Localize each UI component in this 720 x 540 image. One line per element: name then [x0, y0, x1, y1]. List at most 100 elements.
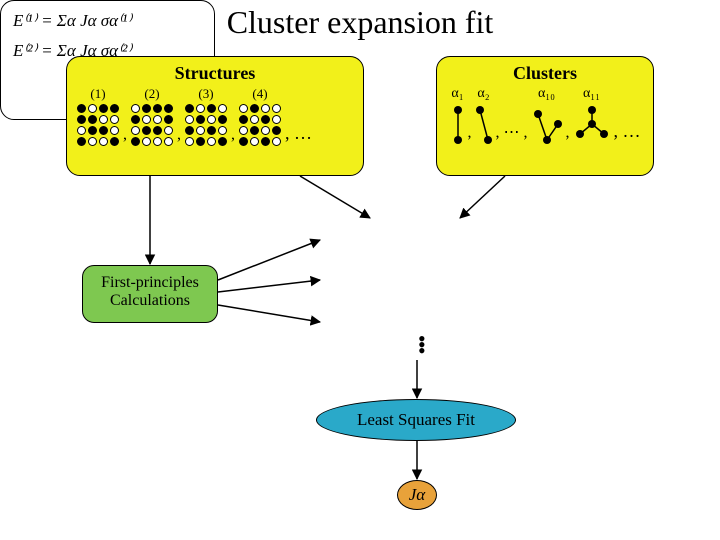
atom-dot: [239, 137, 248, 146]
atom-dot: [207, 126, 216, 135]
cluster-icon-pair2: [474, 104, 494, 146]
sep: , ⋯ ,: [496, 122, 528, 142]
atom-dot: [185, 126, 194, 135]
atom-dot: [185, 104, 194, 113]
structure-3-lattice: [185, 104, 227, 146]
structure-1: (1): [77, 86, 119, 146]
atom-dot: [272, 137, 281, 146]
atom-dot: [239, 104, 248, 113]
atom-dot: [153, 115, 162, 124]
atom-dot: [250, 126, 259, 135]
atom-dot: [142, 126, 151, 135]
structures-ellipsis: , …: [285, 123, 312, 144]
structure-2: (2): [131, 86, 173, 146]
atom-dot: [272, 115, 281, 124]
cluster-alpha2-label: α₂: [477, 86, 489, 104]
atom-dot: [142, 104, 151, 113]
atom-dot: [218, 104, 227, 113]
sep: ,: [123, 126, 127, 144]
atom-dot: [77, 115, 86, 124]
vertical-dots-icon: •••: [418, 336, 426, 354]
atom-dot: [110, 137, 119, 146]
atom-dot: [131, 104, 140, 113]
structures-box: Structures (1) , (2) , (3) , (4) , …: [66, 56, 364, 176]
atom-dot: [88, 115, 97, 124]
atom-dot: [88, 126, 97, 135]
cluster-alpha1: α₁: [450, 86, 466, 146]
sep: ,: [468, 124, 472, 142]
structure-4-label: (4): [252, 86, 267, 102]
clusters-box: Clusters α₁ , α₂ , ⋯ , α₁₀: [436, 56, 654, 176]
cluster-icon-quad: [572, 104, 612, 146]
atom-dot: [131, 137, 140, 146]
atom-dot: [88, 137, 97, 146]
atom-dot: [261, 126, 270, 135]
atom-dot: [99, 104, 108, 113]
atom-dot: [272, 104, 281, 113]
atom-dot: [239, 115, 248, 124]
atom-dot: [77, 104, 86, 113]
atom-dot: [250, 137, 259, 146]
atom-dot: [164, 104, 173, 113]
structure-4: (4): [239, 86, 281, 146]
atom-dot: [218, 137, 227, 146]
atom-dot: [153, 137, 162, 146]
structures-header: Structures: [77, 63, 353, 84]
sep: ,: [177, 126, 181, 144]
atom-dot: [77, 126, 86, 135]
page-title: Cluster expansion fit: [0, 4, 720, 41]
sep: ,: [566, 124, 570, 142]
atom-dot: [185, 137, 194, 146]
atom-dot: [196, 104, 205, 113]
atom-dot: [110, 104, 119, 113]
first-principles-box: First-principles Calculations: [82, 265, 218, 323]
structure-2-label: (2): [144, 86, 159, 102]
atom-dot: [261, 104, 270, 113]
atom-dot: [142, 115, 151, 124]
atom-dot: [153, 126, 162, 135]
structure-2-lattice: [131, 104, 173, 146]
atom-dot: [218, 115, 227, 124]
atom-dot: [88, 104, 97, 113]
cluster-icon-pair: [450, 104, 466, 146]
cluster-alpha10-label: α₁₀: [538, 86, 555, 104]
atom-dot: [239, 126, 248, 135]
structure-4-lattice: [239, 104, 281, 146]
atom-dot: [77, 137, 86, 146]
structure-1-label: (1): [90, 86, 105, 102]
atom-dot: [261, 115, 270, 124]
atom-dot: [153, 104, 162, 113]
atom-dot: [164, 126, 173, 135]
atom-dot: [196, 126, 205, 135]
atom-dot: [164, 137, 173, 146]
cluster-alpha11: α₁₁: [572, 86, 612, 146]
atom-dot: [99, 115, 108, 124]
atom-dot: [185, 115, 194, 124]
atom-dot: [196, 115, 205, 124]
cluster-alpha1-label: α₁: [451, 86, 463, 104]
cluster-icon-tri: [530, 104, 564, 146]
structure-3-label: (3): [198, 86, 213, 102]
atom-dot: [131, 126, 140, 135]
atom-dot: [218, 126, 227, 135]
atom-dot: [164, 115, 173, 124]
atom-dot: [250, 115, 259, 124]
clusters-ellipsis: , …: [614, 121, 641, 142]
atom-dot: [131, 115, 140, 124]
atom-dot: [250, 104, 259, 113]
atom-dot: [207, 137, 216, 146]
atom-dot: [261, 137, 270, 146]
atom-dot: [272, 126, 281, 135]
fp-line2: Calculations: [110, 292, 190, 309]
structure-3: (3): [185, 86, 227, 146]
clusters-header: Clusters: [447, 63, 643, 84]
atom-dot: [110, 126, 119, 135]
j-alpha-output: Jα: [397, 480, 437, 510]
fp-line1: First-principles: [101, 274, 199, 291]
sep: ,: [231, 126, 235, 144]
structures-row: (1) , (2) , (3) , (4) , …: [77, 86, 353, 146]
atom-dot: [99, 137, 108, 146]
clusters-row: α₁ , α₂ , ⋯ , α₁₀: [447, 86, 643, 146]
structure-1-lattice: [77, 104, 119, 146]
least-squares-fit-box: Least Squares Fit: [316, 399, 516, 441]
